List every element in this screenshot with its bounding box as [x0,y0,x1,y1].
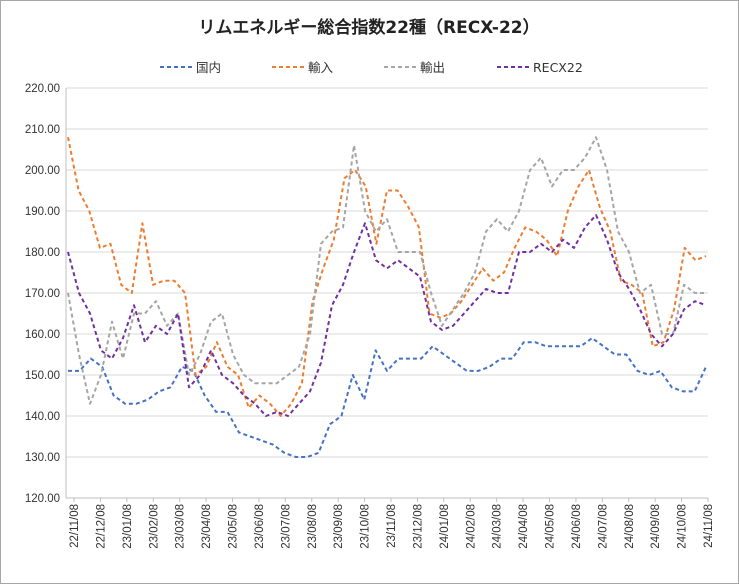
x-tick-label: 24/06/08 [571,504,583,549]
x-tick-label: 24/01/08 [439,504,451,549]
chart-title: リムエネルギー総合指数22種（RECX-22） [198,17,539,38]
x-tick-label: 22/12/08 [95,504,107,549]
y-tick-label: 200.00 [25,165,60,177]
y-tick-label: 140.00 [25,411,60,423]
x-tick-label: 23/06/08 [254,504,266,549]
x-tick-label: 24/10/08 [677,504,689,549]
x-tick-label: 23/07/08 [280,504,292,549]
x-tick-label: 23/05/08 [228,504,240,549]
x-tick-label: 23/11/08 [386,504,398,548]
x-tick-label: 23/04/08 [201,504,213,549]
legend-label: 輸入 [308,60,334,75]
x-tick-label: 24/07/08 [597,504,609,549]
series-line-3 [67,214,707,417]
x-axis-ticks: 22/11/08 22/12/08 23/01/08 23/02/08 23/03/08… [69,498,715,549]
x-tick-label: 24/02/08 [465,504,477,549]
gridlines [65,87,708,499]
y-tick-label: 150.00 [25,370,60,382]
y-tick-label: 210.00 [25,124,60,136]
series-line-1 [67,137,707,417]
legend-label: 輸出 [420,60,445,75]
x-tick-label: 24/11/08 [703,504,715,548]
legend: 国内 輸入 輸出 RECX22 [160,60,583,75]
legend-label: RECX22 [533,60,583,75]
x-tick-label: 24/09/08 [650,504,662,549]
x-tick-label: 24/08/08 [624,504,636,549]
x-tick-label: 24/04/08 [518,504,530,549]
x-tick-label: 23/08/08 [307,504,319,549]
x-tick-label: 22/11/08 [69,504,81,548]
y-tick-label: 220.00 [25,83,60,95]
series-line-2 [67,136,706,405]
series-lines [67,136,707,458]
y-tick-label: 180.00 [25,247,60,259]
y-tick-label: 160.00 [25,329,60,341]
x-tick-label: 23/03/08 [175,504,187,549]
x-tick-label: 24/05/08 [545,504,557,549]
x-tick-label: 23/09/08 [333,504,345,549]
x-tick-label: 23/01/08 [122,504,134,549]
y-tick-label: 130.00 [25,452,60,464]
y-tick-label: 120.00 [25,493,60,505]
x-tick-label: 23/02/08 [148,504,160,549]
x-tick-label: 24/03/08 [492,504,504,549]
y-axis-ticks: 120.00 130.00 140.00 150.00 160.00 170.00 180.… [25,83,60,505]
legend-label: 国内 [196,60,221,75]
y-tick-label: 190.00 [25,206,60,218]
x-tick-label: 23/10/08 [360,504,372,549]
series-line-0 [68,337,707,458]
x-tick-label: 23/12/08 [412,504,424,549]
y-tick-label: 170.00 [25,288,60,300]
